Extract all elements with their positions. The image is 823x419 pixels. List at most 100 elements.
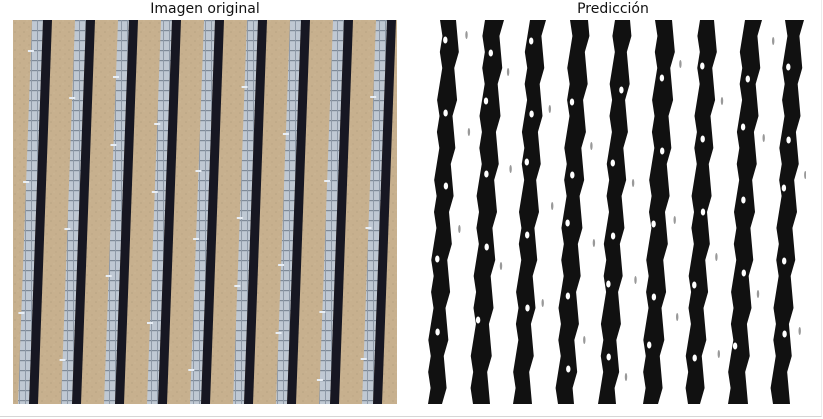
mask-noise (499, 262, 503, 270)
prediction-mask (420, 20, 806, 404)
mask-speckle (781, 184, 787, 192)
panel-shadow (330, 20, 353, 404)
mask-speckle (529, 37, 534, 45)
panel-shadow (373, 20, 396, 404)
mask-speckle (700, 135, 705, 143)
row-marker (195, 170, 202, 172)
mask-speckle (660, 147, 665, 155)
row-marker (27, 50, 34, 52)
mask-speckle (524, 158, 529, 166)
mask-noise (756, 290, 760, 298)
solar-panel-row (147, 20, 172, 404)
row-marker (324, 180, 331, 182)
row-marker (23, 181, 30, 183)
mask-noise (804, 171, 806, 179)
panel-shadow (287, 20, 310, 404)
mask-noise (631, 179, 635, 187)
row-marker (278, 264, 285, 266)
mask-speckle (484, 243, 489, 251)
mask-noise (673, 216, 676, 224)
mask-noise (509, 165, 512, 173)
row-marker (236, 217, 243, 219)
original-aerial-photo (13, 20, 397, 404)
solar-panel-row (233, 20, 258, 404)
mask-noise (624, 373, 628, 381)
mask-speckle (692, 354, 697, 362)
mask-noise (772, 37, 775, 45)
mask-noise (548, 105, 551, 113)
predicted-stripe (513, 20, 546, 404)
mask-speckle (610, 232, 616, 240)
row-marker (193, 238, 200, 240)
prediction-panel (420, 20, 806, 404)
mask-speckle (443, 182, 449, 190)
predicted-stripe (598, 20, 632, 404)
mask-speckle (619, 86, 624, 94)
mask-speckle (435, 328, 440, 336)
row-marker (69, 97, 76, 99)
row-marker (241, 86, 248, 88)
mask-noise (551, 202, 554, 210)
mask-noise (590, 142, 593, 150)
mask-speckle (782, 257, 787, 265)
row-marker (59, 359, 66, 361)
mask-speckle (700, 208, 706, 216)
panel-shadow (201, 20, 224, 404)
mask-speckle (443, 36, 448, 44)
mask-speckle (782, 330, 787, 338)
mask-speckle (741, 269, 746, 277)
mask-speckle (651, 293, 657, 301)
solar-panel-row (104, 20, 129, 404)
mask-noise (458, 225, 461, 233)
row-marker (316, 379, 323, 381)
original-image-title: Imagen original (150, 1, 260, 17)
mask-speckle (740, 123, 746, 131)
mask-speckle (732, 342, 738, 350)
mask-speckle (566, 365, 571, 373)
row-marker (147, 322, 153, 324)
solar-panel-row (276, 20, 301, 404)
row-marker (234, 285, 241, 287)
mask-speckle (570, 171, 575, 179)
panel-shadow (115, 20, 138, 404)
mask-speckle (435, 255, 440, 263)
predicted-shadow-stripes (428, 20, 806, 404)
mask-speckle (741, 196, 746, 204)
mask-noise (762, 134, 765, 142)
row-marker (64, 228, 71, 230)
panel-shadow (29, 20, 52, 404)
mask-speckle (659, 74, 665, 82)
mask-speckle (483, 97, 489, 105)
row-marker (282, 133, 289, 135)
row-marker (151, 191, 158, 193)
predicted-stripe (728, 20, 762, 404)
mask-speckle (610, 159, 615, 167)
mask-noise (676, 313, 679, 321)
mask-noise (720, 97, 724, 105)
mask-speckle (606, 280, 611, 288)
predicted-stripe (770, 20, 804, 404)
row-marker (18, 312, 25, 314)
mask-speckle (786, 136, 791, 144)
mask-speckle (488, 49, 493, 57)
solar-panel-row (18, 20, 43, 404)
row-marker (154, 123, 161, 125)
mask-speckle (529, 110, 534, 118)
solar-panel-row (190, 20, 215, 404)
mask-speckle (651, 220, 656, 228)
mask-noise (467, 128, 471, 136)
mask-noise (717, 350, 720, 358)
mask-speckle (700, 62, 705, 70)
mask-speckle (569, 98, 575, 106)
mask-speckle (565, 219, 570, 227)
mask-speckle (745, 75, 750, 83)
mask-speckle (484, 170, 489, 178)
mask-noise (541, 299, 544, 307)
original-image-panel (13, 20, 397, 404)
mask-noise (798, 327, 801, 335)
solar-panel-rows (18, 20, 396, 404)
row-marker (105, 275, 112, 277)
prediction-title: Predicción (577, 1, 649, 17)
row-marker (113, 76, 119, 78)
